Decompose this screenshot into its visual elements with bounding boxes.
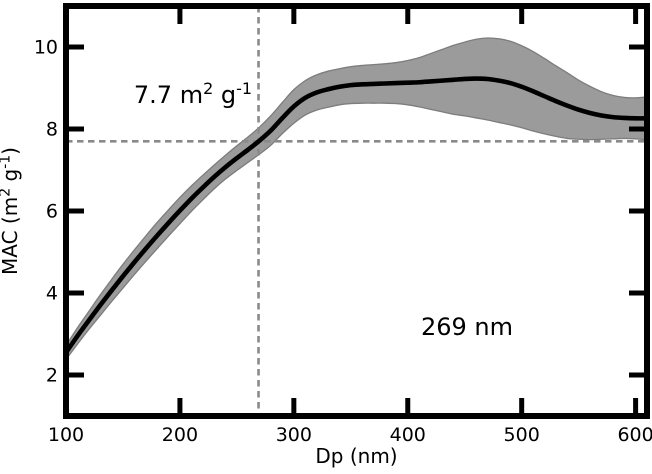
y-axis-label: MAC (m2 g-1) xyxy=(0,147,22,275)
y-tick-label: 8 xyxy=(46,119,58,141)
mac-value-annotation: 7.7 m2 g-1 xyxy=(134,79,252,109)
x-axis-label: Dp (nm) xyxy=(315,444,397,468)
uncertainty-band xyxy=(66,37,647,360)
plot-area xyxy=(66,6,647,416)
x-tick-label: 400 xyxy=(390,424,426,446)
mac-curve xyxy=(66,76,647,354)
x-tick-label: 300 xyxy=(276,424,312,446)
y-tick-label: 10 xyxy=(34,37,58,59)
uncertainty-band-upper-edge xyxy=(66,37,647,346)
x-tick-label: 600 xyxy=(617,424,652,446)
y-tick-label: 4 xyxy=(46,283,58,305)
uncertainty-band-lower-edge xyxy=(66,102,647,360)
x-tick-label: 200 xyxy=(162,424,198,446)
x-tick-label: 100 xyxy=(48,424,84,446)
x-tick-label: 500 xyxy=(504,424,540,446)
y-tick-label: 2 xyxy=(46,365,58,387)
diameter-annotation: 269 nm xyxy=(421,313,513,341)
y-tick-label: 6 xyxy=(46,201,58,223)
